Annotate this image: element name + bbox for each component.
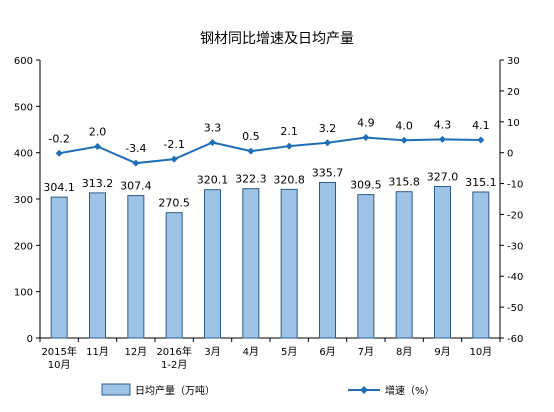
bar xyxy=(357,194,375,339)
x-tick-label: 3月 xyxy=(204,346,220,358)
right-tick-label: 10 xyxy=(507,118,520,129)
x-tick-label: 7月 xyxy=(358,346,374,358)
line-point xyxy=(55,149,63,157)
line-value-label: 4.1 xyxy=(472,119,490,132)
bar xyxy=(204,189,221,339)
left-tick-label: 100 xyxy=(14,288,33,299)
right-tick-label: -20 xyxy=(507,210,523,221)
line-point xyxy=(400,136,408,144)
bar-value-label: 335.7 xyxy=(312,166,344,179)
data-labels: 304.1 313.2 307.4 270.5 320.1 322.3 320.8 335.7… xyxy=(43,117,496,210)
chart-title: 钢材同比增速及日均产量 xyxy=(200,31,354,47)
bar-value-label: 322.3 xyxy=(235,173,267,186)
x-tick-label: 2015年 10月 xyxy=(41,345,76,371)
line-point xyxy=(94,142,101,150)
bar xyxy=(434,185,451,339)
right-tick-label: -30 xyxy=(507,241,523,252)
bar xyxy=(395,191,413,339)
left-tick-label: 500 xyxy=(14,102,33,113)
left-tick-label: 600 xyxy=(14,56,33,67)
bar-value-label: 313.2 xyxy=(82,177,114,190)
bar-value-label: 327.0 xyxy=(427,170,459,183)
x-tick-label: 2016年 1-2月 xyxy=(156,345,191,371)
left-tick-label: 200 xyxy=(14,241,33,252)
line-value-label: 4.9 xyxy=(357,117,375,130)
bar xyxy=(280,188,298,339)
right-tick-label: 20 xyxy=(507,87,520,98)
right-tick-label: -60 xyxy=(507,334,523,345)
left-tick-label: 400 xyxy=(14,149,33,160)
line-value-label: 2.0 xyxy=(89,125,107,138)
legend-bar-label: 日均产量（万吨） xyxy=(135,384,215,397)
bar-value-label: 304.1 xyxy=(43,181,75,194)
bar-value-label: 270.5 xyxy=(158,197,190,210)
x-tick-label: 10月 xyxy=(469,346,492,358)
bar-value-label: 320.1 xyxy=(197,174,229,187)
right-tick-label: -10 xyxy=(507,180,523,191)
legend-bar-swatch xyxy=(101,383,131,396)
bar xyxy=(50,196,68,339)
x-tick-label: 6月 xyxy=(319,346,335,358)
line-value-label: 4.3 xyxy=(434,118,452,131)
legend: 日均产量（万吨） 增速（%） xyxy=(101,383,435,397)
bar xyxy=(242,188,260,339)
bar-value-label: 315.8 xyxy=(388,176,420,189)
right-tick-label: 30 xyxy=(507,56,520,67)
bar-series xyxy=(50,181,490,339)
line-point xyxy=(324,139,331,147)
line-series xyxy=(55,134,485,167)
left-tick-label: 0 xyxy=(27,334,33,345)
line-point xyxy=(477,136,485,144)
line-value-label: -0.2 xyxy=(48,132,69,145)
line-value-label: 3.2 xyxy=(319,122,337,135)
legend-line-label: 增速（%） xyxy=(385,384,435,397)
line-value-label: 2.1 xyxy=(280,125,298,138)
right-tick-label: -40 xyxy=(507,272,523,283)
x-tick-label: 4月 xyxy=(243,346,259,358)
bar xyxy=(319,181,336,339)
left-tick-label: 300 xyxy=(14,195,33,206)
bar-value-label: 320.8 xyxy=(273,173,305,186)
x-tick-label: 12月 xyxy=(124,346,147,358)
bar xyxy=(127,195,145,339)
bar xyxy=(472,191,490,339)
line-value-label: 4.0 xyxy=(395,119,413,132)
line-value-label: 3.3 xyxy=(204,121,222,134)
line-value-label: 0.5 xyxy=(242,130,260,143)
line-point xyxy=(247,147,255,155)
axes: 0 100 200 300 400 500 600 -60 -50 -40 -30 -20 -10 0 10… xyxy=(14,56,523,371)
x-tick-label: 8月 xyxy=(396,346,412,358)
bar-value-label: 309.5 xyxy=(350,179,382,192)
line-point xyxy=(285,142,293,150)
line-value-label: -3.4 xyxy=(125,142,146,155)
line-point xyxy=(209,138,216,146)
line-value-label: -2.1 xyxy=(163,138,184,151)
right-tick-label: 0 xyxy=(507,149,513,160)
line-point xyxy=(439,135,446,143)
x-tick-label: 9月 xyxy=(434,346,450,358)
right-tick-label: -50 xyxy=(507,303,523,314)
line-point xyxy=(132,159,140,167)
bar xyxy=(165,212,183,339)
bar-value-label: 307.4 xyxy=(120,180,152,193)
line-point xyxy=(170,155,178,163)
bar-value-label: 315.1 xyxy=(465,176,497,189)
x-tick-label: 11月 xyxy=(86,346,109,358)
line-point xyxy=(362,134,370,142)
growth-line xyxy=(58,136,481,165)
bar xyxy=(89,192,106,339)
legend-line-marker xyxy=(360,386,368,394)
x-tick-label: 5月 xyxy=(281,346,297,358)
